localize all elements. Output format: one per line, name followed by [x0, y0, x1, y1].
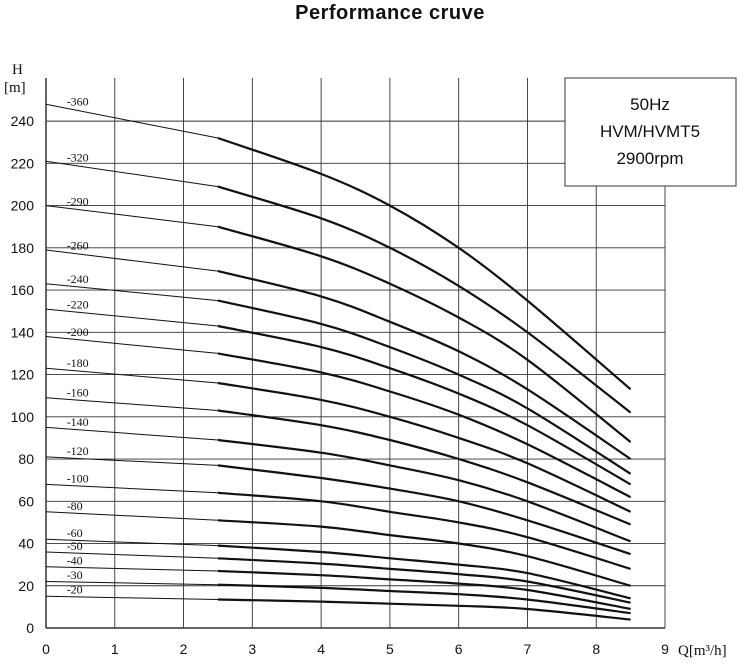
y-tick-label: 240 [11, 113, 35, 129]
legend-frame [564, 77, 737, 187]
y-tick-label: 60 [18, 493, 34, 509]
curve-label: -240 [67, 272, 89, 286]
x-tick-label: 1 [111, 641, 119, 657]
curve-140-bold [217, 438, 631, 543]
curve-30-bold [217, 583, 631, 615]
x-tick-label: 6 [455, 641, 463, 657]
curve-290-bold [217, 225, 632, 443]
curve-160-thin [45, 397, 218, 411]
legend-model: HVM/HVMT5 [600, 122, 700, 141]
curve-label: -320 [67, 151, 89, 165]
curve-label: -20 [67, 583, 83, 597]
curve-40-bold [217, 569, 631, 611]
curve-160-bold [217, 409, 632, 526]
curve-80-bold [217, 519, 631, 587]
y-tick-label: 100 [11, 409, 35, 425]
curve-260-bold [217, 270, 632, 460]
y-tick-label: 80 [18, 451, 34, 467]
x-tick-label: 3 [248, 641, 256, 657]
x-tick-label: 8 [592, 641, 600, 657]
y-tick-label: 120 [11, 367, 35, 383]
curve-220-thin [45, 308, 218, 327]
curve-360-thin [45, 103, 218, 139]
curve-120-thin [45, 456, 218, 466]
curve-label: -260 [67, 239, 89, 253]
curve-80-thin [45, 511, 218, 521]
curve-label-layer: -360 -320 -290 -260 -240 -220 -200 -180 -160 -140… [67, 95, 89, 597]
curve-290-thin [45, 205, 218, 228]
curve-50-bold [217, 557, 631, 604]
curve-220-bold [217, 324, 632, 486]
curve-label: -40 [67, 553, 83, 567]
curve-label: -60 [67, 526, 83, 540]
legend-speed: 2900rpm [616, 149, 683, 168]
curve-label: -50 [67, 539, 83, 553]
curve-20-bold [217, 598, 631, 621]
x-axis-label: Q[m³/h] [678, 643, 727, 659]
curve-200-bold [217, 352, 632, 499]
curve-label: -290 [67, 194, 89, 208]
curve-120-bold [217, 464, 631, 556]
curve-140-thin [45, 426, 218, 441]
x-tick-label: 5 [386, 641, 394, 657]
curve-label: -80 [67, 499, 83, 513]
x-tick-label: 4 [317, 641, 325, 657]
curve-layer [45, 103, 632, 621]
curve-240-bold [217, 299, 632, 475]
y-tick-label: 20 [18, 578, 34, 594]
legend-frequency: 50Hz [630, 95, 670, 114]
y-tick-label: 0 [26, 620, 34, 636]
curve-260-thin [45, 249, 218, 272]
curve-100-bold [217, 491, 631, 570]
curve-label: -160 [67, 385, 89, 399]
y-tick-label: 140 [11, 324, 35, 340]
curve-label: -180 [67, 356, 89, 370]
curve-label: -220 [67, 297, 89, 311]
x-tick-label: 7 [524, 641, 532, 657]
curve-360-bold [217, 136, 632, 391]
tick-layer: 0 1 2 3 4 5 6 7 8 9 0 20 40 60 80 100 120 140 160 180 200 220… [11, 113, 669, 657]
legend-box: 50Hz HVM/HVMT5 2900rpm [564, 77, 737, 187]
x-tick-label: 0 [42, 641, 50, 657]
curve-60-bold [217, 544, 631, 600]
y-tick-label: 180 [11, 240, 35, 256]
curve-20-thin [45, 595, 218, 600]
curve-100-thin [45, 483, 218, 494]
curve-320-thin [45, 160, 218, 188]
curve-40-thin [45, 566, 218, 572]
curve-label: -30 [67, 568, 83, 582]
y-tick-label: 200 [11, 198, 35, 214]
curve-50-thin [45, 551, 218, 559]
y-axis-name: H [12, 62, 23, 78]
y-tick-label: 40 [18, 536, 34, 552]
curve-label: -140 [67, 415, 89, 429]
x-tick-label: 2 [180, 641, 188, 657]
curve-label: -120 [67, 444, 89, 458]
curve-label: -200 [67, 325, 89, 339]
curve-200-thin [45, 336, 218, 354]
y-axis-unit: [m] [4, 80, 26, 96]
curve-320-bold [217, 185, 632, 414]
y-tick-label: 160 [11, 282, 35, 298]
curve-60-thin [45, 538, 218, 547]
y-tick-label: 220 [11, 155, 35, 171]
curve-label: -100 [67, 471, 89, 485]
curve-label: -360 [67, 95, 89, 109]
curve-180-thin [45, 367, 218, 384]
curve-180-bold [217, 381, 632, 513]
curve-240-thin [45, 283, 218, 302]
x-tick-label: 9 [661, 641, 669, 657]
chart-title: Performance cruve [295, 2, 485, 24]
curve-30-thin [45, 581, 218, 586]
